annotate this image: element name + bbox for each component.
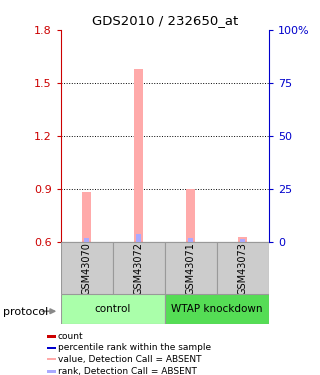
Bar	[186, 189, 196, 242]
Text: GSM43073: GSM43073	[238, 242, 248, 295]
Bar	[84, 238, 89, 242]
Bar	[47, 358, 56, 360]
Bar	[47, 370, 56, 372]
Text: GSM43072: GSM43072	[134, 242, 144, 295]
Bar	[136, 234, 141, 242]
Bar	[113, 242, 165, 294]
Bar	[47, 335, 56, 338]
Bar	[61, 242, 113, 294]
Bar	[47, 346, 56, 349]
Bar	[134, 69, 143, 242]
Bar	[165, 294, 269, 324]
Bar	[217, 242, 269, 294]
Text: count: count	[58, 332, 83, 341]
Bar	[61, 294, 165, 324]
Text: protocol: protocol	[3, 307, 48, 317]
Bar	[165, 242, 217, 294]
Text: control: control	[95, 304, 131, 314]
Text: WTAP knockdown: WTAP knockdown	[171, 304, 262, 314]
Text: percentile rank within the sample: percentile rank within the sample	[58, 344, 211, 352]
Bar	[240, 239, 245, 242]
Title: GDS2010 / 232650_at: GDS2010 / 232650_at	[92, 15, 238, 27]
Bar	[82, 192, 92, 242]
Text: rank, Detection Call = ABSENT: rank, Detection Call = ABSENT	[58, 367, 196, 375]
Text: GSM43071: GSM43071	[186, 242, 196, 295]
Text: GSM43070: GSM43070	[82, 242, 92, 295]
Bar	[188, 238, 193, 242]
Text: value, Detection Call = ABSENT: value, Detection Call = ABSENT	[58, 355, 201, 364]
Bar	[238, 237, 247, 242]
